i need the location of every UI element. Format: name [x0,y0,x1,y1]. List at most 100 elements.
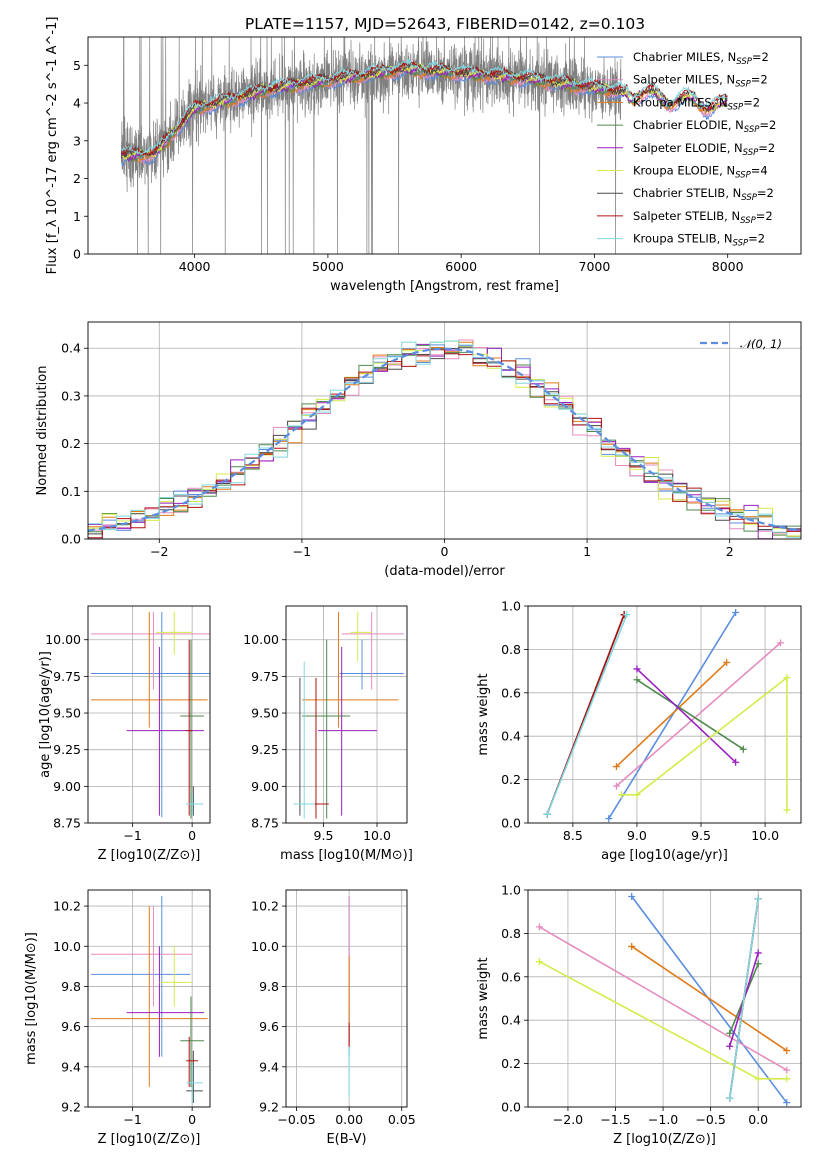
weight-marker [739,745,747,753]
y-tick-label: 0.2 [501,1056,521,1071]
axes-frame [87,321,802,540]
weight-line [636,668,737,763]
y-tick-label: 9.8 [61,979,81,994]
x-tick-label: 8.5 [563,828,583,843]
weight-series-kroupa-stelib [726,895,762,1102]
y-tick-label: 9.75 [53,669,81,684]
y-tick-label: 9.25 [251,742,279,757]
y-tick-label: 0.1 [61,484,81,499]
weight-series-chabrier-miles [628,893,791,1107]
weight-series-salpeter-elodie [633,665,740,766]
weight-marker [776,639,784,647]
weight-marker [732,609,740,617]
axes-frame [285,605,408,824]
weight-series-kroupa-miles [628,942,791,1055]
x-tick-label: 0 [188,1112,196,1127]
weight-marker [783,1066,791,1074]
x-tick-label: −1.0 [648,1112,678,1127]
mass-weight-vs-age-axes: 8.5 9.0 9.5 10.0 0.0 0.2 0.4 0.6 0.8 1.0 [501,599,801,843]
y-tick-label: 5 [73,58,81,73]
legend-entry: Chabrier MILES, NSSP=2 [633,50,769,67]
legend-entry: Salpeter ELODIE, NSSP=2 [633,141,775,158]
y-tick-label: 10.00 [45,632,81,647]
legend-entry: Chabrier ELODIE, NSSP=2 [633,118,776,135]
weight-marker [726,1094,734,1102]
errorbar-kroupa-stelib [186,793,203,816]
y-tick-label: 0.6 [501,685,521,700]
spectrum-plot-area [120,37,728,254]
weight-marker [535,923,543,931]
y-axis-label: mass weight [476,957,491,1039]
weight-line [608,612,737,820]
x-axis-label: Z [log10(Z/Z⊙)] [613,1132,716,1147]
weight-series-chabrier-elodie [633,676,747,753]
x-tick-label: 1 [583,544,591,559]
age-vs-mass-axes: 9.5 10.0 8.75 9.00 9.25 9.50 9.75 10.00 [243,606,407,843]
legend-entry: Salpeter STELIB, NSSP=2 [633,209,773,226]
y-tick-label: 0 [73,247,81,262]
model-line-kroupa-stelib [121,58,728,155]
y-tick-label: 9.4 [259,1059,279,1074]
weight-marker [605,815,613,823]
weight-series-kroupa-elodie [618,674,791,814]
legend-entry: Kroupa MILES, NSSP=2 [633,95,760,112]
weight-marker [612,763,620,771]
errorbar-chabrier-stelib [293,677,322,816]
x-tick-label: −1 [123,828,141,843]
weight-line [636,679,744,750]
y-tick-label: 9.6 [61,1019,81,1034]
weight-line [615,661,728,768]
x-tick-label: 7000 [579,259,611,274]
weight-marker [723,658,731,666]
model-line-salpeter-stelib [120,59,728,157]
y-tick-label: 9.25 [53,742,81,757]
weight-series-kroupa-elodie [535,958,791,1083]
legend-entry: Chabrier STELIB, NSSP=2 [633,186,774,203]
y-tick-label: 9.00 [53,779,81,794]
age-vs-Z-axes: −1 0 8.75 9.00 9.25 9.50 9.75 10.00 [45,606,210,843]
y-tick-label: 0.8 [501,926,521,941]
weight-marker [783,806,791,814]
x-axis-label: Z [log10(Z/Z⊙)] [98,848,201,863]
weight-marker [783,1075,791,1083]
y-tick-label: 0.4 [501,729,521,744]
y-tick-label: 10.00 [243,632,279,647]
spectrum-legend: Chabrier MILES, NSSP=2 Salpeter MILES, NS… [597,50,776,249]
legend-entry: Salpeter MILES, NSSP=2 [633,73,768,90]
weight-marker [783,674,791,682]
x-tick-label: −2.0 [553,1112,583,1127]
x-axis-label: mass [log10(M/M⊙)] [280,848,413,863]
y-tick-label: 9.50 [251,706,279,721]
y-tick-label: 4 [73,96,81,111]
legend-entry: 𝒩(0, 1) [740,337,782,351]
x-tick-label: −1.5 [600,1112,630,1127]
weight-marker [726,1029,734,1037]
y-tick-label: 3 [73,133,81,148]
x-tick-label: 0 [188,828,196,843]
mass-vs-EBV-axes: −0.05 0.00 0.05 9.2 9.4 9.6 9.8 10.0 10.2 [251,890,416,1127]
weight-series-kroupa-stelib [543,611,631,818]
y-tick-label: 0.4 [61,341,81,356]
y-tick-label: 2 [73,171,81,186]
y-tick-label: 1 [73,209,81,224]
errorbar-chabrier-stelib [186,1050,203,1103]
errorbar-salpeter-miles [90,906,193,1007]
x-tick-label: 0.00 [335,1112,363,1127]
axes-frame [527,889,802,1108]
y-axis-label: mass weight [476,673,491,755]
weight-marker [783,1099,791,1107]
x-tick-label: 5000 [312,259,344,274]
weight-marker [628,942,636,950]
weight-marker [623,611,631,619]
axes-frame [527,605,802,824]
age-vs-Z-plot-area [90,611,210,819]
errorbar-kroupa-miles [302,611,399,728]
x-tick-label: −0.5 [695,1112,725,1127]
weight-marker [726,1042,734,1050]
mass-vs-Z-axes: −1 0 9.2 9.4 9.6 9.8 10.0 10.2 [53,890,210,1127]
y-tick-label: 9.6 [259,1019,279,1034]
y-tick-label: 10.0 [251,939,279,954]
y-tick-label: 9.2 [61,1100,81,1115]
errorbar-chabrier-miles [90,611,210,818]
weight-series-chabrier-miles [605,609,740,823]
